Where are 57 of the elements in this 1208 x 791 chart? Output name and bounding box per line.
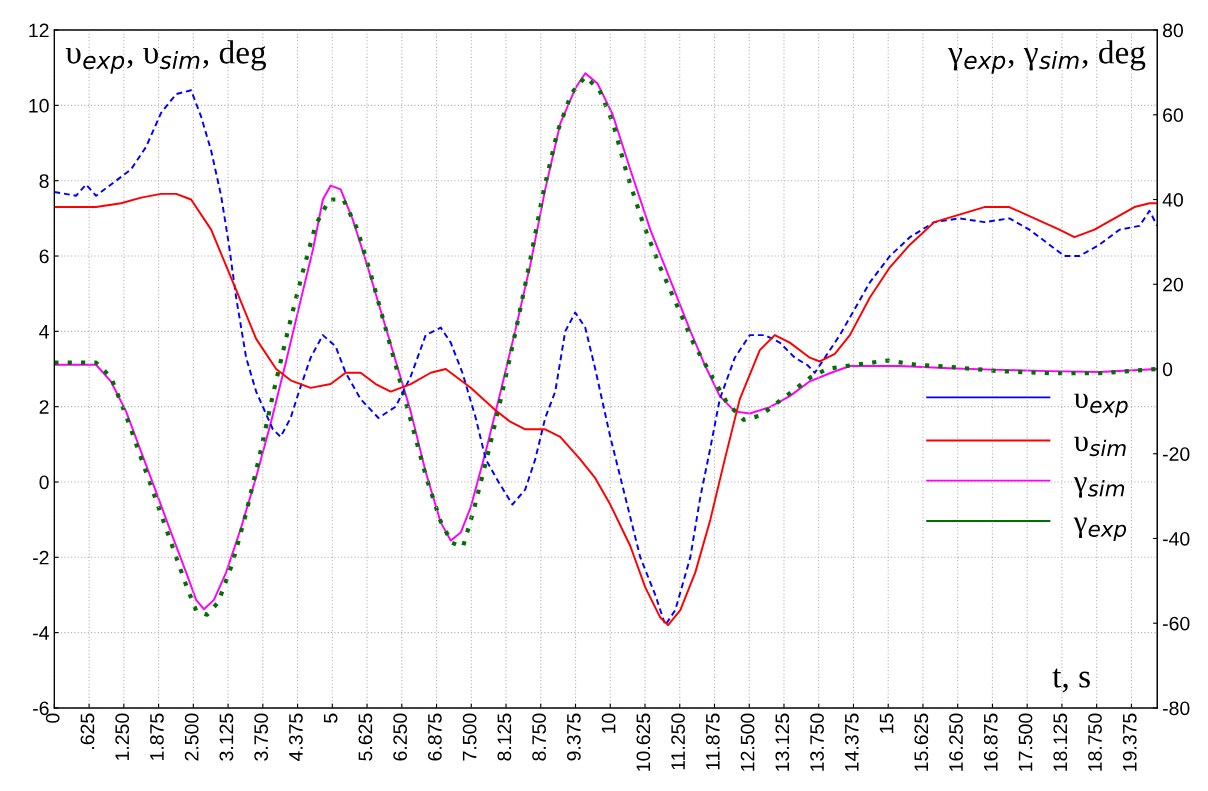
x-tick-label: 9.375 xyxy=(566,713,581,761)
x-tick-label: 16.250 xyxy=(949,713,963,771)
y2-tick-label: 20 xyxy=(1163,277,1183,292)
x-tick-label: 19.375 xyxy=(1122,713,1137,771)
x-tick-label: 17.500 xyxy=(1018,713,1033,771)
y-tick-label: -4 xyxy=(33,626,49,640)
x-tick-label: 1.875 xyxy=(150,713,164,760)
x-tick-label: 15.625 xyxy=(914,713,929,771)
x-tick-label: 6.875 xyxy=(427,713,442,761)
y-tick-label: 12 xyxy=(29,23,49,38)
x-tick-label: 15 xyxy=(879,713,894,733)
x-tick-label: 7.500 xyxy=(462,713,477,761)
y-tick-label: 0 xyxy=(39,475,49,490)
x-tick-label: 8.125 xyxy=(497,713,512,761)
x-tick-label: 3.125 xyxy=(219,713,234,761)
x-tick-label: 6.250 xyxy=(393,713,408,761)
x-tick-label: 5.625 xyxy=(358,713,373,761)
x-tick-label: 11.875 xyxy=(705,713,720,770)
x-tick-label: 1.250 xyxy=(115,713,130,760)
x-tick-label: 4.375 xyxy=(289,713,303,762)
y2-tick-label: -80 xyxy=(1162,701,1190,716)
y-tick-label: -2 xyxy=(33,550,49,565)
x-tick-label: 12.500 xyxy=(740,713,755,771)
y2-tick-label: 0 xyxy=(1162,362,1173,377)
x-tick-label: 14.375 xyxy=(844,713,859,771)
y2-tick-label: 60 xyxy=(1163,108,1183,123)
y-tick-label: 2 xyxy=(39,400,49,414)
y-tick-label: 8 xyxy=(39,174,49,188)
y-tick-label: 10 xyxy=(29,98,49,113)
x-tick-label: 13.125 xyxy=(775,713,790,771)
x-tick-label: 13.750 xyxy=(810,713,824,771)
x-tick-label: 18.750 xyxy=(1088,713,1102,771)
x-tick-label: 18.125 xyxy=(1053,713,1068,771)
x-tick-label: 10 xyxy=(601,713,616,733)
x-tick-label: 10.625 xyxy=(636,713,651,771)
x-tick-label: 2.500 xyxy=(184,713,199,761)
legend-label: υ$_{sim}$ xyxy=(1074,436,1126,457)
x-tick-label: 16.875 xyxy=(983,713,998,771)
y2-tick-label: 40 xyxy=(1162,193,1183,207)
y2-tick-label: -60 xyxy=(1162,616,1190,631)
x-axis-title: t, s xyxy=(1052,668,1090,693)
y2-tick-label: -40 xyxy=(1162,531,1190,546)
x-tick-label: 11.250 xyxy=(671,713,685,770)
x-tick-label: 5 xyxy=(323,713,338,723)
line-series xyxy=(54,192,1158,627)
x-tick-label: 3.750 xyxy=(254,713,269,761)
legend-label: υ$_{exp}$ xyxy=(1074,393,1128,418)
y2-axis-title: γ$_{exp}$, γ$_{sim}$, deg xyxy=(948,40,1146,74)
y2-tick-label: -20 xyxy=(1162,447,1190,461)
legend-label: γ$_{exp}$ xyxy=(1073,517,1127,542)
x-tick-label: 8.750 xyxy=(532,713,546,761)
y-tick-label: 4 xyxy=(39,325,49,339)
y-axis-title: υ$_{exp}$, υ$_{sim}$, deg xyxy=(65,40,267,74)
y2-tick-label: 80 xyxy=(1162,23,1183,38)
legend-label: γ$_{sim}$ xyxy=(1073,477,1125,498)
y-tick-label: 6 xyxy=(39,249,49,264)
x-tick-label: .625 xyxy=(80,713,95,749)
